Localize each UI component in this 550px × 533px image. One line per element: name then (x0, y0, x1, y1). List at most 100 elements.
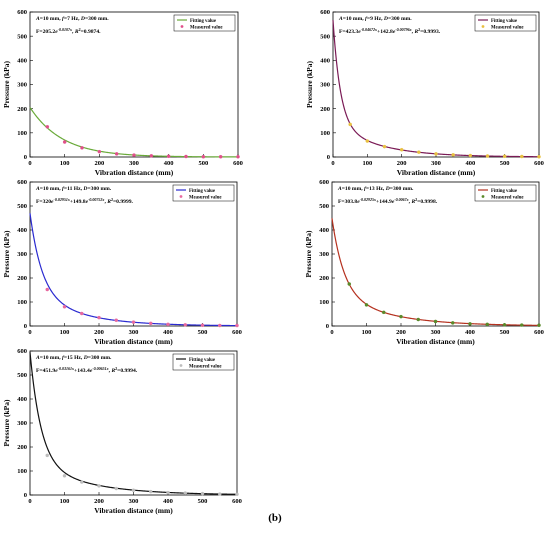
chart-3-legend-marker-swatch (179, 195, 183, 198)
chart-5-measured-point (183, 491, 187, 495)
chart-1-measured-point (114, 152, 119, 156)
chart-1-measured-point (45, 125, 50, 129)
chart-4-legend-marker-swatch (481, 195, 485, 198)
chart-2-x-tick-label: 400 (465, 160, 475, 167)
chart-1-x-tick-label: 100 (60, 160, 70, 167)
chart-2-measured-point (365, 139, 370, 143)
chart-3-y-tick-label: 600 (17, 179, 27, 186)
chart-1-x-tick-label: 600 (233, 160, 243, 167)
chart-1-measured-point (166, 154, 171, 159)
chart-2-y-tick-label: 300 (320, 82, 330, 89)
chart-5-y-tick-label: 600 (17, 348, 27, 355)
chart-5-x-tick-label: 600 (232, 498, 242, 505)
chart-3-legend-fitting-label: Fitting value (189, 189, 215, 194)
chart-4-legend-fitting-label: Fitting value (491, 189, 517, 194)
chart-3-measured-point (114, 318, 119, 322)
chart-2-measured-point (399, 147, 404, 152)
chart-1-x-tick-label: 300 (129, 160, 139, 167)
chart-1-measured-point (236, 155, 240, 159)
chart-4-measured-point (485, 322, 489, 327)
chart-4-measured-point (468, 322, 472, 326)
chart-3-y-tick-label: 200 (17, 275, 27, 282)
chart-1-y-tick-label: 500 (17, 33, 27, 40)
chart-2-measured-point (434, 152, 438, 156)
chart-2-x-axis-label: Vibration distance (mm) (397, 168, 476, 177)
chart-5-x-tick-label: 400 (163, 498, 173, 505)
chart-2-x-tick-label: 0 (331, 160, 334, 167)
chart-4-legend-measured-label: Measured value (491, 195, 524, 200)
chart-2-measured-point (468, 153, 473, 158)
chart-4-x-tick-label: 600 (534, 329, 544, 336)
chart-2-annotation-conditions: A=10 mm, f=9 Hz, D=300 mm. (338, 16, 412, 22)
chart-1-y-tick-label: 300 (17, 82, 27, 89)
chart-5-y-tick-label: 400 (17, 396, 27, 403)
chart-1-plot-frame (29, 11, 239, 158)
chart-5-y-axis-label: Pressure (kPa) (2, 399, 11, 447)
chart-2-y-tick-label: 0 (327, 154, 330, 161)
chart-3-fitting-curve (29, 213, 238, 327)
chart-5-y-tick-label: 100 (17, 468, 27, 475)
chart-5-measured-point (217, 492, 222, 496)
chart-2-measured-point (417, 150, 421, 154)
chart-3-measured-point (131, 320, 136, 324)
chart-1-x-axis-label: Vibration distance (mm) (95, 168, 174, 177)
chart-2-x-tick-label: 300 (431, 160, 441, 167)
chart-5-y-tick-label: 200 (17, 444, 27, 451)
chart-5-measured-point (166, 490, 170, 495)
chart-4-y-tick-label: 100 (319, 299, 329, 306)
chart-2-x-tick-label: 600 (534, 160, 544, 167)
chart-2-legend-fitting-label: Fitting value (491, 19, 517, 24)
chart-4-x-tick-label: 0 (330, 329, 333, 336)
chart-5-measured-point (235, 492, 239, 497)
chart-5-y-tick-label: 300 (17, 420, 27, 427)
chart-1-fitting-curve (29, 107, 238, 158)
chart-5-x-tick-label: 300 (129, 498, 139, 505)
chart-1-y-tick-label: 600 (17, 9, 27, 16)
chart-2-y-tick-label: 200 (320, 106, 330, 113)
panel-label: (b) (268, 512, 282, 524)
chart-3-x-tick-label: 100 (60, 329, 70, 336)
chart-5-measured-point (131, 488, 136, 492)
chart-1-annotation-equation: F=205.2e-0.0107x, R2=0.9874. (36, 27, 101, 36)
chart-4-legend-box (474, 184, 537, 202)
chart-4-measured-point (381, 310, 386, 315)
chart-1-measured-point (149, 154, 154, 158)
chart-3-measured-point (148, 321, 153, 326)
chart-3-annotation-conditions: A=10 mm, f=11 Hz, D=300 mm. (35, 186, 112, 192)
chart-2-y-tick-label: 600 (320, 9, 330, 16)
chart-5-legend-marker-swatch (179, 364, 183, 367)
chart-1-annotation-conditions: A=10 mm, f=7 Hz, D=300 mm. (35, 16, 109, 22)
chart-4-measured-point (450, 321, 455, 325)
chart-4-measured-point (537, 323, 541, 328)
chart-5-measured-point (80, 480, 84, 484)
chart-5-y-tick-label: 500 (17, 372, 27, 379)
chart-2-y-axis-label: Pressure (kPa) (305, 60, 314, 108)
chart-5-measured-point (200, 491, 205, 496)
chart-2-measured-point (537, 155, 541, 159)
chart-1-y-axis-label: Pressure (kPa) (2, 60, 11, 108)
chart-1-measured-point (132, 153, 136, 157)
chart-4-annotation-equation: F=303.8e-0.02925x+144.9e-0.0067x, R2=0.9… (338, 197, 438, 206)
chart-3-y-tick-label: 100 (17, 299, 27, 306)
chart-1-legend-measured-label: Measured value (190, 25, 223, 30)
chart-4-x-tick-label: 400 (465, 329, 475, 336)
chart-4-y-tick-label: 500 (319, 203, 329, 210)
chart-3-legend-measured-label: Measured value (189, 195, 222, 200)
chart-3-measured-point (235, 323, 239, 328)
chart-1-x-tick-label: 400 (164, 160, 174, 167)
chart-2-measured-point (520, 154, 524, 159)
chart-3-measured-point (183, 323, 187, 327)
chart-3-measured-point (62, 305, 67, 309)
chart-3-y-axis-label: Pressure (kPa) (2, 230, 11, 278)
chart-4-x-tick-label: 500 (500, 329, 510, 336)
chart-4-measured-point (502, 323, 507, 327)
chart-4-x-tick-label: 300 (431, 329, 441, 336)
chart-2-legend-measured-label: Measured value (491, 25, 524, 30)
chart-3-y-tick-label: 500 (17, 203, 27, 210)
chart-4-annotation-conditions: A=10 mm, f=13 Hz, D=300 mm. (337, 186, 414, 192)
chart-3-x-axis-label: Vibration distance (mm) (94, 337, 173, 346)
chart-3-legend-box (172, 184, 235, 202)
chart-4-measured-point (399, 314, 403, 319)
chart-5-x-tick-label: 500 (198, 498, 208, 505)
chart-3-measured-point (166, 322, 170, 327)
